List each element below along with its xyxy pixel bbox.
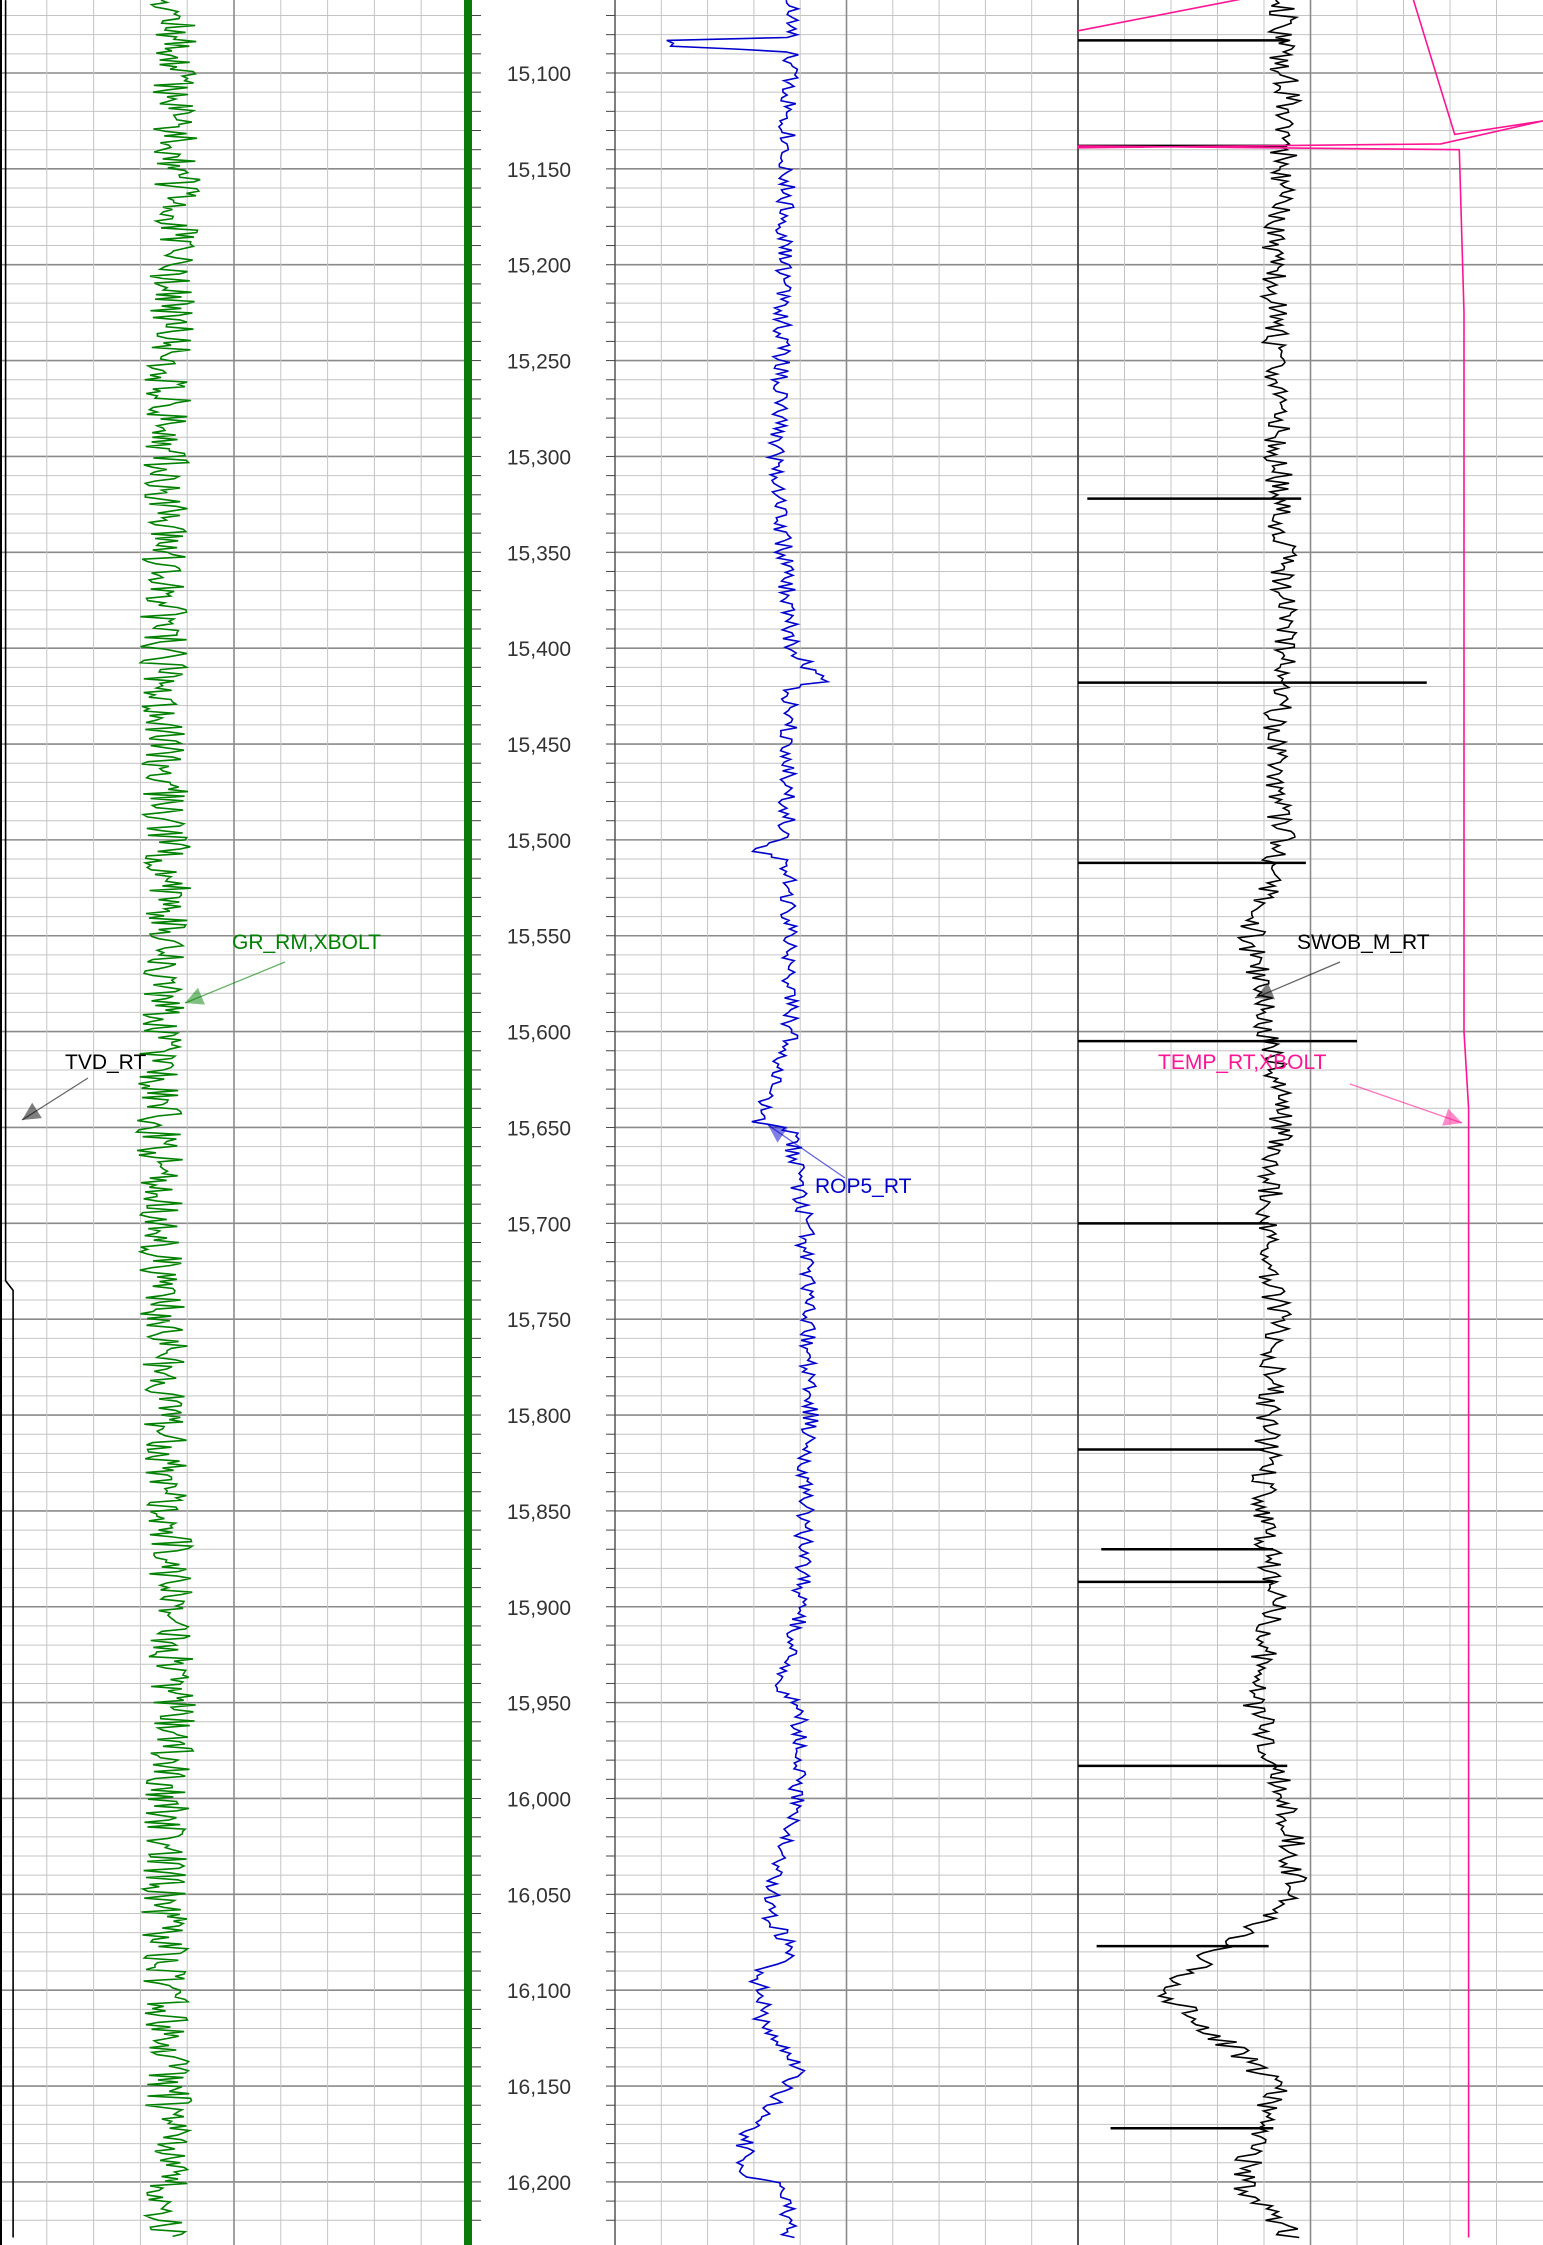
- curve-label-text: ROP5_RT: [815, 1175, 912, 1198]
- curve-label-text: TVD_RT: [65, 1051, 146, 1074]
- leader-line: [184, 961, 286, 1004]
- curve-labels: TVD_RT GR_RM,XBOLT ROP5_RT SWOB_M_RT TEMP_RT…: [21, 931, 1463, 1198]
- depth-tick-label: 15,350: [507, 542, 571, 565]
- leader-line: [1349, 1083, 1463, 1124]
- leader-arrow: [768, 1125, 788, 1143]
- depth-tick-label: 15,850: [507, 1501, 571, 1524]
- depth-tick-label: 15,400: [507, 638, 571, 661]
- leader-arrow: [185, 987, 205, 1005]
- curve-temp-rt-xbolt: [1077, 0, 1543, 2238]
- depth-tick-label: 15,700: [507, 1213, 571, 1236]
- curves: [4, 0, 1543, 2239]
- depth-tick-label: 16,050: [507, 1884, 571, 1907]
- depth-tick-label: 16,200: [507, 2172, 571, 2195]
- depth-tick-label: 16,100: [507, 1980, 571, 2003]
- depth-tick-label: 15,150: [507, 159, 571, 182]
- depth-tick-label: 15,550: [507, 926, 571, 949]
- depth-axis: 15,100 15,150 15,200 15,250 15,300 15,350 15,4…: [472, 14, 615, 2221]
- depth-tick-label: 15,450: [507, 734, 571, 757]
- depth-tick-label: 15,200: [507, 255, 571, 278]
- curve-swob-m-rt: [1156, 0, 1308, 2239]
- depth-tick-label: 15,600: [507, 1022, 571, 1045]
- curve-label-text: SWOB_M_RT: [1297, 931, 1430, 954]
- depth-tick-label: 15,300: [507, 446, 571, 469]
- depth-tick-label: 15,900: [507, 1597, 571, 1620]
- track-divider-bar: [464, 0, 472, 2245]
- depth-tick-label: 15,650: [507, 1117, 571, 1140]
- depth-tick-label: 15,800: [507, 1405, 571, 1428]
- leader-arrow: [1442, 1108, 1462, 1126]
- depth-tick-label: 16,000: [507, 1788, 571, 1811]
- leader-arrow: [22, 1102, 42, 1120]
- depth-tick-label: 15,250: [507, 351, 571, 374]
- leader-arrow: [1255, 982, 1275, 1000]
- curve-tvd-rt: [4, 0, 14, 2238]
- depth-tick-label: 15,500: [507, 830, 571, 853]
- depth-tick-label: 15,950: [507, 1693, 571, 1716]
- depth-tick-label: 16,150: [507, 2076, 571, 2099]
- curve-gr-rm-xbolt: [134, 0, 201, 2238]
- curve-rop5-rt: [666, 0, 831, 2239]
- curve-label-text: TEMP_RT,XBOLT: [1158, 1051, 1327, 1074]
- depth-tick-label: 15,100: [507, 63, 571, 86]
- depth-tick-label: 15,750: [507, 1309, 571, 1332]
- curve-label-text: GR_RM,XBOLT: [232, 931, 381, 954]
